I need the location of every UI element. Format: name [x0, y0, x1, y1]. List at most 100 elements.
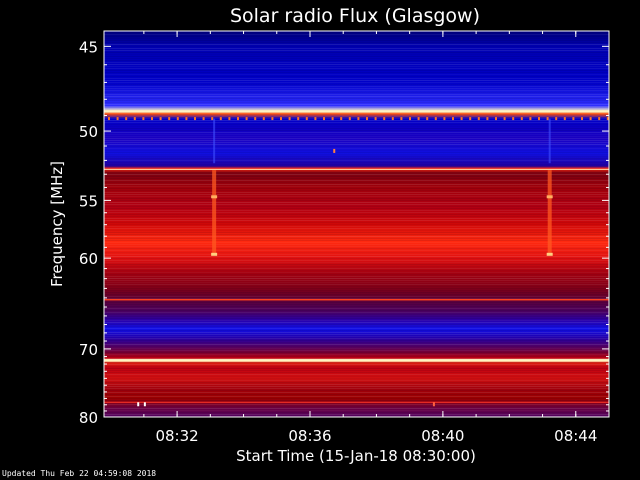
interference-dot — [271, 117, 274, 121]
interference-dot — [159, 117, 162, 121]
texture-line — [104, 310, 609, 311]
texture-line — [104, 396, 609, 397]
texture-line — [104, 196, 609, 197]
texture-line — [104, 138, 609, 139]
texture-line — [104, 92, 609, 93]
texture-line — [104, 82, 609, 83]
texture-line — [104, 354, 609, 355]
texture-line — [104, 158, 609, 159]
texture-line — [104, 224, 609, 225]
texture-line — [104, 244, 609, 245]
interference-dot — [211, 117, 214, 121]
texture-line — [104, 412, 609, 413]
texture-line — [104, 40, 609, 41]
interference-dot — [391, 117, 394, 121]
interference-dot — [495, 117, 497, 121]
interference-dot — [254, 117, 257, 121]
plot-frame — [103, 30, 610, 418]
interference-dot — [606, 117, 609, 121]
spectrum-background — [104, 31, 609, 417]
texture-line — [104, 186, 609, 187]
texture-line — [104, 228, 609, 229]
interference-dot — [288, 117, 291, 121]
texture-line — [104, 72, 609, 73]
texture-line — [104, 270, 609, 271]
x-axis-label: Start Time (15-Jan-18 08:30:00) — [236, 447, 476, 465]
speck — [143, 402, 146, 407]
interference-dot — [151, 117, 153, 121]
texture-line — [104, 58, 609, 59]
texture-line — [104, 114, 609, 115]
texture-line — [104, 146, 609, 147]
interference-dot — [323, 117, 325, 121]
texture-line — [104, 370, 609, 371]
texture-line — [104, 170, 609, 171]
updated-timestamp: Updated Thu Feb 22 04:59:08 2018 — [2, 469, 157, 478]
texture-line — [104, 212, 609, 213]
texture-line — [104, 268, 609, 269]
texture-line — [104, 130, 609, 131]
texture-line — [104, 280, 609, 281]
texture-line — [104, 226, 609, 227]
texture-line — [104, 48, 609, 49]
texture-line — [104, 42, 609, 43]
texture-line — [104, 210, 609, 211]
texture-line — [104, 344, 609, 345]
interference-dot — [116, 117, 119, 121]
texture-line — [104, 246, 609, 247]
texture-line — [104, 108, 609, 109]
texture-line — [104, 38, 609, 39]
texture-line — [104, 238, 609, 239]
texture-line — [104, 294, 609, 295]
texture-line — [104, 116, 609, 117]
texture-line — [104, 410, 609, 411]
texture-line — [104, 182, 609, 183]
texture-line — [104, 284, 609, 285]
interference-dot — [383, 117, 386, 121]
texture-line — [104, 94, 609, 95]
texture-line — [104, 324, 609, 325]
burst-spot — [546, 252, 553, 256]
interference-dot — [340, 117, 343, 121]
texture-line — [104, 358, 609, 359]
texture-line — [104, 220, 609, 221]
interference-dot — [486, 117, 489, 121]
y-axis: 45 50 55 60 70 80 — [79, 38, 609, 427]
texture-line — [104, 372, 609, 373]
interference-dot — [176, 117, 179, 121]
texture-line — [104, 256, 609, 257]
interference-dot — [589, 117, 592, 121]
interference-dot — [409, 117, 411, 121]
texture-line — [104, 336, 609, 337]
texture-line — [104, 332, 609, 333]
interference-dot — [133, 117, 136, 121]
texture-line — [104, 292, 609, 293]
interference-dot — [563, 117, 566, 121]
interference-dot — [426, 117, 429, 121]
texture-line — [104, 56, 609, 57]
texture-line — [104, 194, 609, 195]
texture-line — [104, 276, 609, 277]
texture-line — [104, 408, 609, 409]
texture-line — [104, 190, 609, 191]
texture-line — [104, 70, 609, 71]
texture-line — [104, 192, 609, 193]
texture-line — [104, 364, 609, 365]
texture-line — [104, 330, 609, 331]
interference-dot — [108, 117, 110, 121]
texture-line — [104, 44, 609, 45]
texture-line — [104, 288, 609, 289]
y-tick-label: 60 — [79, 250, 98, 268]
emission-line — [104, 359, 609, 362]
texture-line — [104, 120, 609, 121]
y-tick-label: 50 — [79, 123, 98, 141]
texture-line — [104, 388, 609, 389]
interference-dot — [168, 117, 171, 121]
texture-line — [104, 308, 609, 309]
texture-line — [104, 208, 609, 209]
interference-dot — [366, 117, 368, 121]
texture-line — [104, 78, 609, 79]
x-tick-label: 08:32 — [155, 427, 198, 445]
texture-line — [104, 258, 609, 259]
texture-line — [104, 66, 609, 67]
